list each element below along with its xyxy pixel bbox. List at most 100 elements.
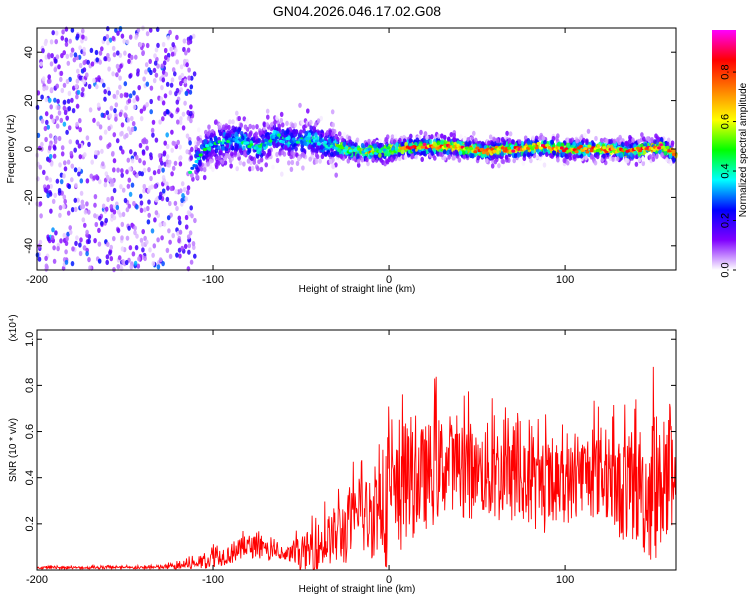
spectrogram-ridge-cell <box>274 136 279 140</box>
spectrogram-cell <box>60 53 64 59</box>
spectrogram-cell <box>121 187 126 193</box>
spectrogram-cell <box>196 136 200 142</box>
spectrogram-cell <box>59 179 64 185</box>
spectrogram-cell <box>180 201 184 207</box>
spectrogram-ridge-cell <box>481 151 486 155</box>
spectrogram-cell <box>95 84 99 90</box>
spectrogram-cell <box>115 72 119 78</box>
spectrogram-cell <box>414 154 419 160</box>
spectrogram-cell <box>275 142 279 149</box>
spectrogram-cell <box>106 26 110 32</box>
spectrogram-cell <box>248 166 252 172</box>
spectrogram-cell <box>105 259 109 265</box>
spectrogram-cell <box>457 157 462 163</box>
spectrogram-cell <box>98 50 103 56</box>
spectrogram-cell <box>125 39 130 45</box>
spectrogram-cell <box>131 251 136 257</box>
spectrogram-cell <box>309 125 314 131</box>
spectrogram-cell <box>275 151 279 158</box>
spectrogram-cell <box>55 123 60 129</box>
spectrogram-cell <box>178 144 182 150</box>
spectrogram-cell <box>384 136 388 143</box>
spectrogram-cell <box>594 135 598 142</box>
spectrogram-cell <box>505 130 509 136</box>
spectrogram-cell <box>101 161 105 167</box>
spectrogram-cell <box>317 130 322 136</box>
spectrogram-cell <box>83 222 87 228</box>
spectrogram-cell <box>512 158 516 164</box>
colorbar-ticks: 0.0 0.2 0.4 0.6 0.8 <box>720 64 736 278</box>
spectrogram-ridge-cell <box>276 133 281 137</box>
spectrogram-ridge-cell <box>545 143 550 147</box>
spectrogram-cell <box>149 85 154 91</box>
spectrogram-ridge-cell <box>306 137 311 141</box>
spectrogram-ridge-cell <box>585 150 590 154</box>
spectrogram-cell <box>443 134 447 140</box>
spectrogram-ridge-cell <box>559 146 564 150</box>
spectrogram-cell <box>103 89 107 95</box>
spectrogram-cell <box>59 76 63 82</box>
spectrogram-cell <box>262 150 267 156</box>
spectrogram-cell <box>171 67 176 73</box>
spectrogram-cell <box>593 160 598 166</box>
spectrogram-ridge-cell <box>397 149 402 153</box>
spectrogram-cell <box>93 153 98 160</box>
spectrogram-cell <box>86 59 90 65</box>
spectrogram-cell <box>112 187 117 194</box>
spectrogram-cell <box>118 26 123 32</box>
spectrogram-cell <box>265 108 270 114</box>
spectrogram-ridge-cell <box>492 149 497 153</box>
spectrogram-cell <box>295 160 300 166</box>
spectrogram-cell <box>447 136 451 142</box>
spectrogram-cell <box>120 33 125 39</box>
spectrogram-cell <box>216 160 221 166</box>
spectrogram-cell <box>100 78 104 84</box>
spectrogram-cell <box>256 149 260 155</box>
spectrogram-cell <box>194 144 198 150</box>
spectrogram-ridge-cell <box>333 146 338 150</box>
spectrogram-cell <box>541 135 546 141</box>
spectrogram-ridge-cell <box>659 143 664 147</box>
spectrogram-cell <box>290 159 295 166</box>
spectrogram-cell <box>68 225 72 231</box>
spectrogram-cell <box>180 181 185 187</box>
spectrogram-cell <box>442 149 447 155</box>
spectrogram-cell <box>58 212 62 218</box>
spectrogram-cell <box>151 132 155 138</box>
spectrogram-cell <box>85 201 89 207</box>
spectrogram-cell <box>168 200 172 207</box>
spectrogram-cell <box>360 157 365 163</box>
spectrogram-cell <box>78 45 82 51</box>
spectrogram-cell <box>44 255 48 261</box>
spectrogram-cell <box>504 154 509 160</box>
spectrogram-cell <box>440 133 444 139</box>
spectrogram-cell <box>141 229 145 235</box>
spectrogram-cell <box>446 150 450 156</box>
spectrogram-cell <box>177 215 182 221</box>
spectrogram-cell <box>575 138 579 144</box>
spectrogram-cell <box>55 54 60 60</box>
spectrogram-cell <box>596 144 601 150</box>
spectrogram-cell <box>73 167 78 173</box>
spectrogram-cell <box>93 202 97 208</box>
spectrogram-cell <box>59 70 64 76</box>
spectrogram-cell <box>64 41 69 47</box>
spectrogram-cell <box>195 174 200 180</box>
spectrogram-cell <box>157 153 162 159</box>
spectrogram-ridge-cell <box>530 147 535 151</box>
spectrogram-cell <box>56 98 60 104</box>
spectrogram-cell <box>104 206 109 212</box>
snr-x-tick-label: -100 <box>202 574 224 586</box>
spectrogram-cell <box>165 196 170 202</box>
spectrogram-cell <box>48 133 53 139</box>
spectrogram-cell <box>666 141 670 147</box>
spectrogram-cell <box>46 192 50 199</box>
spectrogram-cell <box>595 154 600 160</box>
spectrogram-cell <box>309 119 313 125</box>
spectrogram-cell <box>178 155 182 161</box>
spectrogram-cell <box>285 120 289 126</box>
spectrogram-cell <box>186 47 191 53</box>
spectrogram-cell <box>83 35 88 42</box>
spectrogram-cell <box>106 241 110 247</box>
spectrogram-cell <box>127 203 132 209</box>
